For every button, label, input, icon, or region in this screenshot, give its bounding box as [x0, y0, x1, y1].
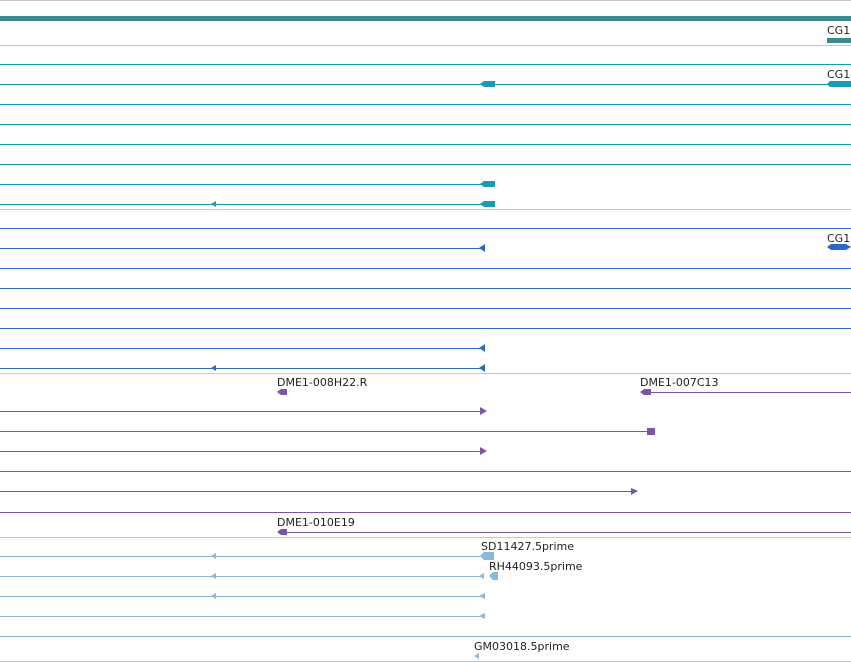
- gene-feature-block[interactable]: [827, 38, 851, 43]
- transcript-label[interactable]: CG1: [827, 68, 850, 81]
- clone-feature-arrow[interactable]: [277, 529, 287, 535]
- est-track[interactable]: SD11427.5prime RH44093.5prime GM03018.5p…: [0, 540, 851, 659]
- clone-feature-arrow[interactable]: [640, 389, 651, 395]
- intron-arrow: [211, 573, 216, 579]
- clone-label[interactable]: DME1-007C13: [640, 376, 719, 389]
- est-label[interactable]: GM03018.5prime: [474, 640, 570, 653]
- intron-arrow: [479, 573, 484, 579]
- protein-label[interactable]: CG1: [827, 232, 850, 245]
- intron-arrow: [211, 201, 216, 207]
- transcript-exon-arrow[interactable]: [827, 81, 851, 87]
- gene-track[interactable]: CG1: [0, 16, 851, 46]
- protein-end-arrow: [479, 344, 485, 352]
- transcript-exon-arrow[interactable]: [480, 181, 495, 187]
- est-label[interactable]: RH44093.5prime: [489, 560, 583, 573]
- intron-arrow: [211, 553, 216, 559]
- protein-feature-arrow[interactable]: [827, 244, 851, 250]
- est-feature-arrow[interactable]: [489, 572, 498, 580]
- protein-track[interactable]: CG1: [0, 228, 851, 373]
- clone-end-arrow: [480, 407, 487, 415]
- est-end-arrow: [479, 613, 485, 619]
- transcript-exon-arrow[interactable]: [480, 81, 495, 87]
- est-end-arrow: [479, 593, 485, 599]
- gene-span-bar[interactable]: [0, 16, 851, 21]
- transcript-track[interactable]: CG1: [0, 64, 851, 208]
- clone-end-arrow: [480, 447, 487, 455]
- clone-label[interactable]: DME1-010E19: [277, 516, 355, 529]
- clone-label[interactable]: DME1-008H22.R: [277, 376, 368, 389]
- clone-end-arrow: [631, 488, 638, 495]
- gene-label[interactable]: CG1: [827, 24, 850, 37]
- est-label[interactable]: SD11427.5prime: [481, 540, 574, 553]
- transcript-exon-arrow[interactable]: [480, 201, 495, 207]
- protein-end-arrow: [479, 364, 485, 372]
- est-feature-arrow[interactable]: [474, 653, 479, 659]
- clone-feature-block[interactable]: [647, 428, 655, 435]
- est-feature-arrow[interactable]: [480, 552, 494, 560]
- clone-feature-arrow[interactable]: [277, 389, 287, 395]
- intron-arrow: [211, 365, 216, 371]
- intron-arrow: [211, 593, 216, 599]
- protein-end-arrow: [479, 244, 485, 252]
- clone-track[interactable]: DME1-008H22.R DME1-007C13 DME1-010E19: [0, 376, 851, 535]
